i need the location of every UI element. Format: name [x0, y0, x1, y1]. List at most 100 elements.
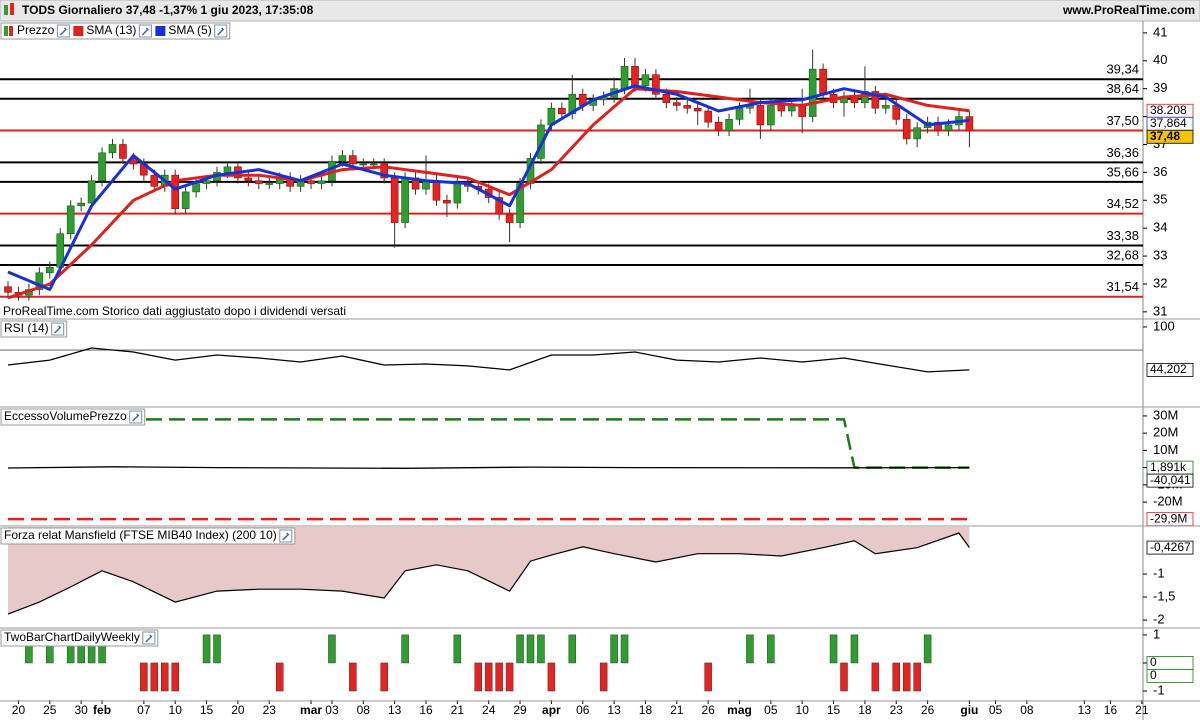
settings-icon[interactable] — [141, 27, 149, 36]
legend-label: TwoBarChartDailyWeekly — [4, 630, 140, 644]
x-tick-label: apr — [542, 703, 561, 717]
candle-body — [202, 180, 211, 184]
candle-body — [808, 68, 817, 117]
candle-body — [652, 74, 660, 95]
x-tick-label: 13 — [607, 703, 621, 717]
candle-body — [631, 66, 639, 87]
candle-body — [777, 105, 786, 112]
candle-body — [181, 191, 190, 209]
candle-body — [443, 199, 451, 204]
candle-body — [662, 93, 671, 103]
y-tick-label: 41 — [1153, 24, 1167, 39]
legend-swatch — [4, 26, 8, 36]
legend-box — [0, 320, 68, 338]
x-tick-label: 21 — [1135, 703, 1149, 717]
x-tick-label: 30 — [74, 703, 88, 717]
legend-swatch — [9, 26, 13, 36]
x-tick-label: 08 — [1020, 703, 1034, 717]
candle-body — [401, 177, 409, 223]
bar — [202, 634, 211, 664]
y-tick-label: 36 — [1153, 164, 1167, 179]
candle-body — [359, 163, 368, 166]
settings-icon[interactable] — [59, 27, 67, 36]
bar — [902, 662, 911, 692]
y-tick-label: -1 — [1153, 565, 1165, 580]
x-tick-label: 21 — [451, 703, 465, 717]
bar — [568, 634, 577, 664]
y-tick-label: 10M — [1153, 442, 1178, 457]
settings-icon[interactable] — [282, 532, 290, 541]
settings-icon[interactable] — [54, 325, 62, 334]
value-tag-label: 1,891k — [1150, 460, 1187, 474]
candle-body — [913, 127, 921, 140]
candle-body — [98, 152, 106, 182]
legend-label: Prezzo — [17, 23, 55, 37]
candle-body — [672, 102, 681, 106]
candle-body — [255, 180, 263, 184]
candle-body — [620, 66, 629, 89]
x-tick-label: 26 — [921, 703, 935, 717]
candle-body — [704, 110, 712, 123]
bar — [620, 634, 629, 664]
candle-body — [87, 180, 96, 204]
x-tick-label: 16 — [1104, 703, 1118, 717]
x-tick-label: 08 — [357, 703, 371, 717]
x-tick-label: giu — [960, 703, 978, 717]
candle-body — [66, 205, 75, 235]
y-tick-label: -1 — [1153, 682, 1165, 697]
x-tick-label: 06 — [576, 703, 590, 717]
bar — [140, 662, 148, 692]
bar — [840, 662, 848, 692]
y-tick-label: 32 — [1153, 275, 1167, 290]
candle-body — [265, 183, 274, 185]
settings-icon[interactable] — [217, 27, 225, 36]
bar — [547, 662, 556, 692]
x-tick-label: 18 — [858, 703, 872, 717]
indicator-line — [7, 347, 970, 373]
y-tick-label: 20M — [1153, 425, 1178, 440]
value-tag-label: -40,041 — [1150, 473, 1191, 487]
indicator-line — [8, 418, 970, 469]
y-tick-label: 34 — [1153, 220, 1167, 235]
bar — [526, 634, 535, 664]
candle-body — [35, 272, 44, 290]
bar — [453, 634, 462, 664]
candle-body — [902, 119, 911, 140]
candle-body — [767, 105, 775, 126]
level-label: 38,64 — [1106, 81, 1139, 96]
x-tick-label: 29 — [513, 703, 527, 717]
value-tag-label: 0 — [1150, 655, 1157, 669]
candle-body — [119, 144, 127, 159]
candle-body — [495, 197, 503, 215]
candle-body — [965, 116, 974, 132]
x-tick-label: 07 — [137, 703, 151, 717]
legend-box — [0, 629, 159, 647]
x-tick-label: 21 — [670, 703, 684, 717]
y-tick-label: 35 — [1153, 192, 1167, 207]
x-tick-label: mar — [300, 703, 322, 717]
legend-label: RSI (14) — [4, 321, 49, 335]
x-tick-label: 15 — [827, 703, 841, 717]
value-tag-label: -0,4267 — [1150, 540, 1191, 554]
bar — [161, 662, 169, 692]
x-tick-label: 24 — [482, 703, 496, 717]
bar — [401, 634, 409, 664]
y-tick-label: 33 — [1153, 248, 1167, 263]
level-label: 39,34 — [1106, 62, 1139, 77]
legend-box — [0, 408, 146, 426]
bar — [516, 634, 524, 664]
candle-body — [756, 105, 765, 126]
bar — [505, 662, 514, 692]
settings-icon[interactable] — [145, 634, 153, 643]
x-tick-label: 18 — [639, 703, 653, 717]
bar — [275, 662, 284, 692]
settings-icon[interactable] — [132, 413, 140, 422]
candle-body — [453, 183, 462, 204]
header-bar — [0, 0, 1200, 22]
value-tag-label: 44,202 — [1150, 362, 1187, 376]
candle-body — [641, 74, 650, 87]
y-tick-label: 40 — [1153, 52, 1167, 67]
x-tick-label: 23 — [263, 703, 277, 717]
candle-body — [537, 124, 545, 159]
y-tick-label: -20M — [1153, 494, 1183, 509]
